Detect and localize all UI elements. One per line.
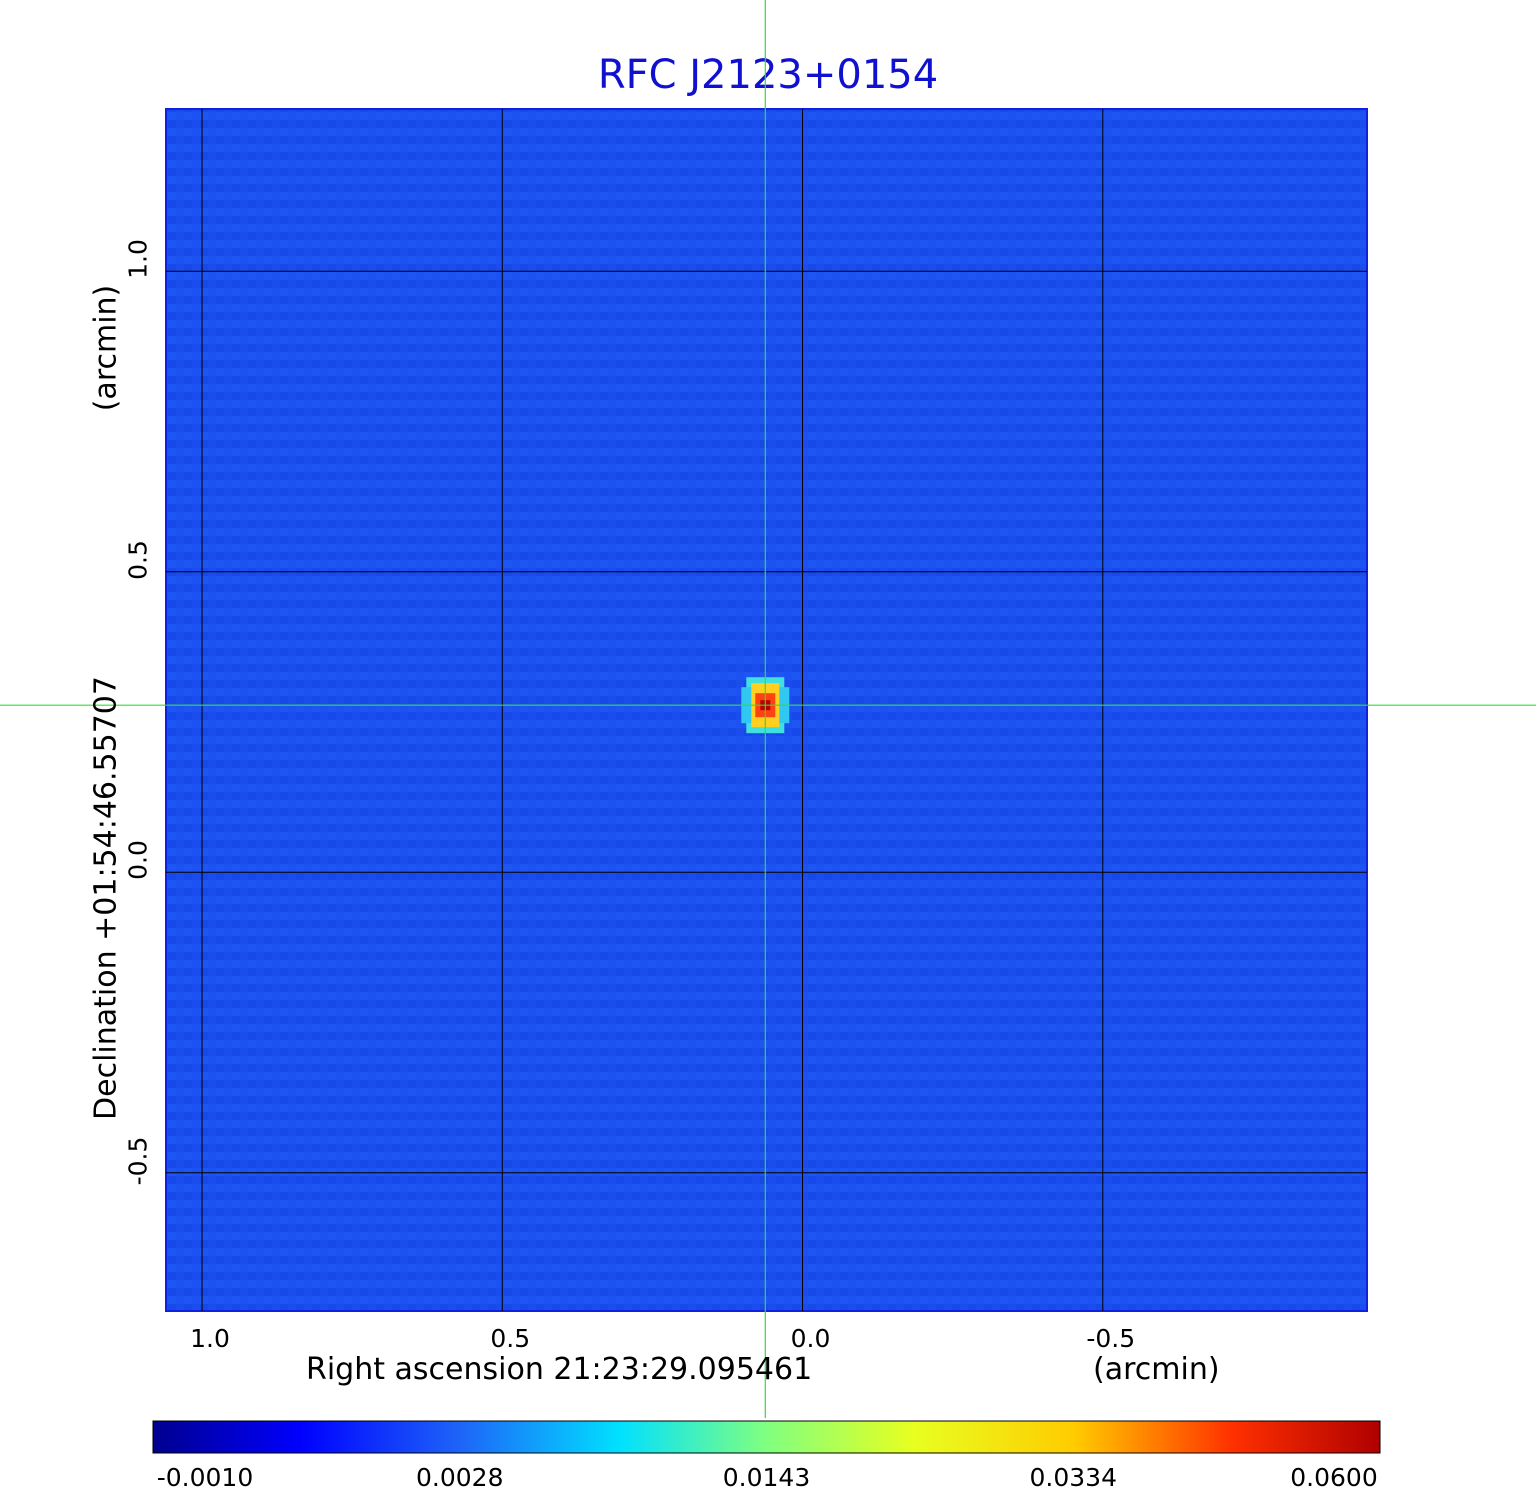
x-axis-label: Right ascension 21:23:29.095461	[306, 1352, 813, 1387]
x-tick-label: 1.0	[190, 1324, 230, 1353]
y-tick-label: 0.5	[123, 539, 153, 580]
colorbar-tick-label: 0.0600	[1290, 1463, 1378, 1492]
crosshair	[0, 0, 1536, 1418]
colorbar-tick-label: 0.0334	[1029, 1463, 1117, 1492]
x-tick-label: -0.5	[1086, 1324, 1136, 1353]
x-tick-label: 0.5	[490, 1324, 531, 1353]
colorbar-tick-label: 0.0143	[722, 1463, 811, 1492]
y-tick-label: -0.5	[123, 1136, 153, 1186]
y-axis-unit: (arcmin)	[88, 284, 124, 412]
colorbar-tick-label: -0.0010	[156, 1463, 254, 1492]
y-axis-label: Declination +01:54:46.55707	[88, 676, 124, 1120]
x-tick-label: 0.0	[790, 1324, 831, 1353]
colorbar-tick-label: 0.0028	[416, 1463, 504, 1492]
y-tick-label: 1.0	[123, 239, 153, 280]
x-axis-unit: (arcmin)	[1093, 1352, 1220, 1387]
grid-lines	[166, 109, 1367, 1311]
colorbar	[152, 1420, 1381, 1454]
chart-title: RFC J2123+0154	[597, 52, 939, 98]
y-tick-label: 0.0	[123, 840, 153, 881]
